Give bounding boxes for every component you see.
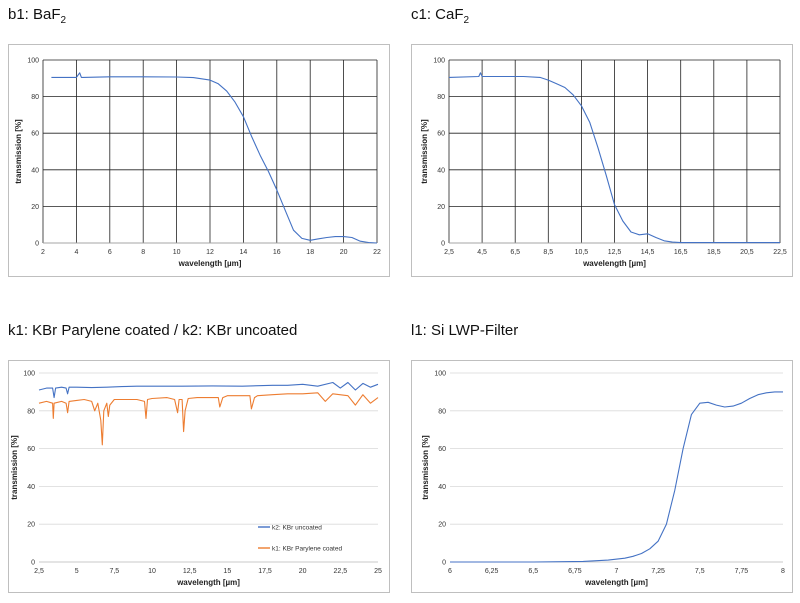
x-tick-label: 16 (273, 249, 281, 256)
x-tick-label: 22,5 (773, 249, 787, 256)
chart-frame-k (8, 360, 390, 593)
y-tick-label: 80 (438, 408, 446, 415)
x-axis-title: wavelength [µm] (176, 578, 240, 587)
y-tick-label: 100 (434, 371, 446, 378)
series-line-k2 (38, 381, 379, 399)
x-tick-label: 20 (299, 568, 307, 575)
legend-label: k2: KBr uncoated (272, 524, 322, 531)
x-tick-label: 6,75 (568, 568, 582, 575)
chart-c1: 0 20 40 60 80 100 2,5 4,5 6,5 8,5 10,5 12,5 14,5 16,5… (420, 58, 787, 269)
chart-b1: 0 20 40 60 80 100 2 4 6 8 10 12 14 16 18 20 22 wavelength… (14, 58, 381, 269)
x-tick-label: 18,5 (707, 249, 721, 256)
x-tick-label: 20,5 (740, 249, 754, 256)
y-tick-label: 100 (27, 58, 39, 65)
y-tick-label: 40 (437, 167, 445, 174)
x-tick-label: 8,5 (543, 249, 553, 256)
y-axis-title: transmission [%] (420, 119, 429, 184)
y-tick-label: 100 (23, 371, 35, 378)
x-tick-label: 12 (206, 249, 214, 256)
y-tick-label: 60 (31, 131, 39, 138)
x-tick-label: 12,5 (183, 568, 197, 575)
legend: k2: KBr uncoated k1: KBr Parylene coated (258, 524, 342, 552)
x-tick-label: 7,5 (695, 568, 705, 575)
x-axis-title: wavelength [µm] (584, 578, 648, 587)
chart-frame-b1 (8, 44, 390, 277)
chart-frame-l1 (411, 360, 793, 593)
legend-label: k1: KBr Parylene coated (272, 545, 342, 552)
y-tick-label: 0 (31, 560, 35, 567)
x-tick-label: 7,25 (651, 568, 665, 575)
y-tick-label: 20 (438, 522, 446, 529)
x-tick-label: 12,5 (608, 249, 622, 256)
x-tick-label: 7,5 (109, 568, 119, 575)
x-tick-label: 6,5 (510, 249, 520, 256)
x-tick-label: 2 (41, 249, 45, 256)
y-tick-label: 20 (27, 522, 35, 529)
x-tick-label: 25 (374, 568, 382, 575)
y-tick-label: 40 (31, 167, 39, 174)
x-tick-label: 20 (340, 249, 348, 256)
series-line-transmission (450, 391, 783, 563)
x-tick-label: 17,5 (258, 568, 272, 575)
panel-title-b1: b1: BaF2 (8, 6, 67, 26)
x-tick-label: 10,5 (575, 249, 589, 256)
x-tick-label: 22,5 (334, 568, 348, 575)
x-axis-title: wavelength [µm] (582, 259, 646, 268)
y-tick-label: 40 (27, 484, 35, 491)
panel-title-c1: c1: CaF2 (411, 6, 470, 26)
y-tick-label: 20 (31, 204, 39, 211)
x-tick-label: 7 (615, 568, 619, 575)
x-tick-label: 2,5 (444, 249, 454, 256)
x-tick-label: 5 (75, 568, 79, 575)
chart-l1: 0 20 40 60 80 100 6 6,25 6,5 6,75 7 7,25 7,5 7,75 8 wav… (421, 371, 785, 588)
x-tick-label: 2,5 (34, 568, 44, 575)
y-tick-label: 0 (441, 241, 445, 248)
y-tick-label: 60 (438, 446, 446, 453)
x-tick-label: 6 (108, 249, 112, 256)
x-tick-label: 6 (448, 568, 452, 575)
y-axis-title: transmission [%] (14, 119, 23, 184)
y-tick-label: 60 (437, 131, 445, 138)
y-tick-label: 40 (438, 484, 446, 491)
series-line-transmission (51, 72, 378, 244)
x-tick-label: 14 (240, 249, 248, 256)
y-tick-label: 100 (433, 58, 445, 65)
x-tick-label: 15 (223, 568, 231, 575)
x-tick-label: 4,5 (477, 249, 487, 256)
x-tick-label: 22 (373, 249, 381, 256)
x-tick-label: 7,75 (735, 568, 749, 575)
x-tick-label: 8 (141, 249, 145, 256)
y-tick-label: 80 (27, 408, 35, 415)
x-tick-label: 14,5 (641, 249, 655, 256)
series-line-k1 (38, 392, 379, 446)
y-axis-title: transmission [%] (421, 435, 430, 500)
chart-k: 0 20 40 60 80 100 2,5 5 7,5 10 12,5 15 17,5 20 22,5 25 w… (10, 371, 382, 588)
panel-title-k: k1: KBr Parylene coated / k2: KBr uncoat… (8, 322, 298, 339)
x-tick-label: 10 (173, 249, 181, 256)
x-tick-label: 8 (781, 568, 785, 575)
y-tick-label: 20 (437, 204, 445, 211)
x-tick-label: 4 (74, 249, 78, 256)
series-line-transmission (448, 72, 780, 244)
y-tick-label: 80 (437, 94, 445, 101)
x-tick-label: 16,5 (674, 249, 688, 256)
y-tick-label: 0 (35, 241, 39, 248)
y-tick-label: 0 (442, 560, 446, 567)
x-tick-label: 18 (306, 249, 314, 256)
x-axis-title: wavelength [µm] (178, 259, 242, 268)
x-tick-label: 6,25 (485, 568, 499, 575)
y-axis-title: transmission [%] (10, 435, 19, 500)
x-tick-label: 6,5 (528, 568, 538, 575)
y-tick-label: 80 (31, 94, 39, 101)
y-tick-label: 60 (27, 446, 35, 453)
panel-title-l1: l1: Si LWP-Filter (411, 322, 519, 339)
x-tick-label: 10 (148, 568, 156, 575)
